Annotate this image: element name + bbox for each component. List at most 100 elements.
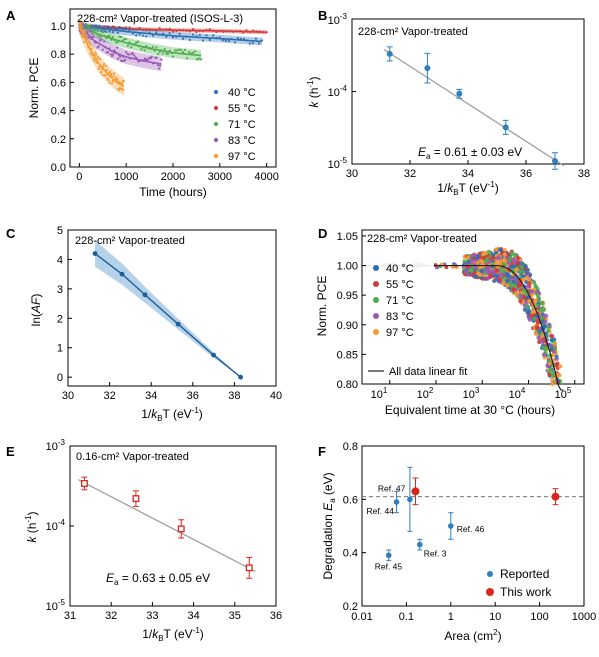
d-point: [489, 256, 494, 261]
a-point: [93, 59, 96, 62]
a-point: [111, 55, 114, 58]
panel-b-xlabel: 1/kBT (eV-1): [437, 180, 499, 197]
panel-d-legend: 40 °C 55 °C 71 °C 83 °C 97 °C All data linear…: [366, 262, 496, 378]
a-point: [136, 40, 139, 43]
a-point: [89, 30, 92, 33]
d-point: [497, 272, 503, 278]
panel-a-xlabel: Time (hours): [139, 185, 207, 199]
panel-b-title: 228-cm² Vapor-treated: [358, 26, 468, 38]
a-point: [160, 58, 163, 61]
a-point: [116, 31, 119, 34]
a-point: [109, 53, 112, 56]
a-point: [117, 88, 120, 92]
a-legend-label: 40 °C: [228, 87, 256, 99]
f-reported-point: [385, 552, 392, 559]
d-legend-marker: [373, 281, 379, 287]
e-ytick-1e-4: 10-4: [46, 518, 66, 533]
d-point: [523, 264, 528, 269]
d-ytick-label: 0.90: [337, 320, 358, 332]
panel-b-frame: [351, 18, 585, 165]
d-point: [530, 309, 535, 315]
b-ytick-1e-5: 10-5: [328, 156, 348, 171]
a-point: [116, 46, 119, 49]
a-point: [88, 42, 92, 46]
panel-f-frame: [361, 445, 585, 607]
d-point: [543, 346, 549, 351]
a-point: [171, 36, 175, 39]
a-point: [115, 41, 118, 44]
a-point: [105, 69, 108, 72]
a-point: [227, 39, 230, 43]
d-point: [485, 276, 490, 281]
a-point: [141, 34, 145, 37]
a-point: [130, 46, 133, 49]
d-point: [511, 279, 516, 284]
d-legend-label: 83 °C: [386, 311, 414, 323]
a-point: [82, 29, 85, 32]
b-point: [386, 50, 393, 57]
c-point: [92, 251, 98, 256]
d-point: [554, 362, 559, 367]
a-point: [101, 48, 104, 51]
a-point: [191, 27, 195, 31]
d-point: [546, 328, 551, 333]
d-point: [497, 277, 503, 282]
a-point: [128, 26, 131, 29]
a-point: [188, 38, 191, 41]
panel-e-yticks: 10-5 10-4 10-3: [46, 438, 66, 613]
d-legend-label: 97 °C: [386, 327, 414, 339]
a-point: [118, 27, 121, 30]
a-point: [122, 79, 125, 82]
a-xtick-label: 4000: [254, 171, 278, 183]
panel-c-yticks: 0 1 2 3 4 5: [57, 225, 72, 384]
a-point: [221, 39, 224, 42]
a-point: [151, 34, 155, 37]
d-point: [519, 265, 524, 270]
b-point: [502, 124, 509, 131]
b-xtick-label: 36: [520, 168, 532, 180]
a-legend-marker: [214, 122, 218, 126]
panel-f-legend: Reported This work: [486, 567, 552, 599]
a-point: [94, 28, 98, 31]
panel-b-ylabel: k (h-1): [306, 76, 321, 107]
f-point-label: Ref. 47: [378, 483, 406, 493]
a-point: [98, 65, 101, 69]
c-ytick-label: 0: [57, 372, 63, 384]
f-point-label: Ref. 46: [457, 524, 485, 534]
d-point: [504, 272, 509, 277]
a-point: [175, 49, 179, 52]
a-point: [112, 75, 115, 78]
d-point: [540, 301, 545, 306]
d-legend-marker: [373, 297, 379, 303]
a-point: [187, 50, 191, 54]
f-xtick-label: 10: [489, 611, 501, 623]
d-legend-label: 55 °C: [386, 279, 414, 291]
panel-a: A 0 1000 2000 3000 4000 0.0 0.2 0.4 0.6 0.8 1.0 2…: [6, 8, 279, 199]
a-point: [109, 70, 112, 73]
d-point: [515, 255, 521, 261]
d-point: [521, 277, 526, 282]
a-point: [140, 48, 143, 51]
c-ytick-label: 4: [57, 254, 63, 266]
a-ytick-label: 0.8: [51, 49, 66, 61]
a-point: [98, 35, 101, 38]
a-point: [185, 57, 189, 60]
a-point: [94, 53, 98, 56]
c-line: [94, 252, 242, 378]
d-point: [533, 331, 538, 336]
a-point: [92, 58, 95, 61]
a-legend-marker: [214, 138, 218, 142]
a-point: [163, 48, 166, 51]
panel-b: B 30 32 34 36 38 10-5 10-4 10-3 228-cm² Vapo…: [306, 8, 590, 197]
d-point: [490, 264, 495, 269]
d-point: [511, 264, 516, 269]
f-xtick-label: 1000: [572, 611, 596, 623]
a-point: [92, 35, 95, 38]
a-point: [107, 78, 110, 82]
a-point: [205, 34, 208, 37]
a-point: [145, 35, 148, 38]
a-xtick-label: 0: [76, 171, 82, 183]
a-point: [156, 63, 159, 67]
d-point: [502, 252, 507, 257]
